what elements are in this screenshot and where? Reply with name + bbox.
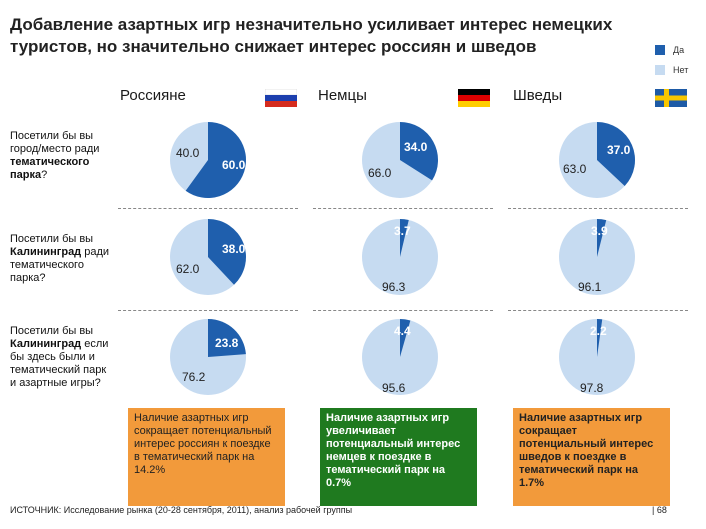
- pie-label-no-ru-1: 40.0: [176, 146, 200, 160]
- legend-label-no: Нет: [673, 65, 689, 75]
- page-title: Добавление азартных игр незначительно ус…: [10, 15, 613, 56]
- pie-slice-yes: [400, 219, 409, 257]
- pie-label-yes-ru-3: 23.8: [215, 336, 239, 350]
- pie-label-yes-se-3: 2.2: [590, 324, 607, 338]
- pie-slice-yes: [400, 122, 439, 181]
- pie-label-no-de-1: 66.0: [368, 166, 392, 180]
- conclusion-swedes: Наличие азартных игр сокращает потенциал…: [513, 408, 670, 506]
- legend-item-yes: Да: [655, 40, 688, 60]
- pie-label-no-de-2: 96.3: [382, 280, 406, 294]
- pie-slice-yes: [597, 319, 603, 357]
- pie-label-yes-ru-1: 60.0: [222, 158, 246, 172]
- question-row-3: Посетили бы вы Калининград если бы здесь…: [10, 325, 110, 390]
- question-row-3-pre: Посетили бы вы: [10, 325, 94, 337]
- pie-label-no-se-3: 97.8: [580, 381, 604, 395]
- pie-slice-yes: [597, 122, 635, 187]
- question-row-1-post: ?: [41, 169, 48, 181]
- column-header-germans: Немцы: [318, 87, 367, 104]
- pie-label-yes-ru-2: 38.0: [222, 242, 246, 256]
- pie-slice-yes: [208, 319, 246, 357]
- column-header-russians: Россияне: [120, 87, 186, 104]
- germany-flag-icon: [458, 89, 490, 107]
- pie-label-yes-se-2: 3.9: [591, 224, 608, 238]
- separator: [118, 310, 298, 311]
- question-row-2: Посетили бы вы Калининград ради тематиче…: [10, 233, 118, 285]
- legend: Да Нет: [655, 40, 688, 80]
- question-row-2-bold: Калининград: [10, 246, 82, 258]
- separator: [118, 208, 298, 209]
- question-row-1-pre: Посетили бы вы город/место ради: [10, 130, 100, 155]
- legend-item-no: Нет: [655, 60, 688, 80]
- page-number: | 68: [652, 505, 667, 515]
- separator: [313, 208, 493, 209]
- separator: [313, 310, 493, 311]
- sweden-flag-icon: [655, 89, 687, 107]
- russia-flag-icon: [265, 89, 297, 107]
- question-row-1-bold: тематического парка: [10, 156, 90, 181]
- pie-slice-yes: [208, 219, 246, 285]
- question-row-3-bold: Калининград: [10, 338, 82, 350]
- pie-slice-yes: [400, 319, 411, 357]
- conclusion-germans: Наличие азартных игр увеличивает потенци…: [320, 408, 477, 506]
- pie-slice-yes: [185, 122, 246, 198]
- conclusion-russians: Наличие азартных игр сокращает потенциал…: [128, 408, 285, 506]
- question-row-2-pre: Посетили бы вы: [10, 233, 94, 245]
- question-row-1: Посетили бы вы город/место ради тематиче…: [10, 130, 118, 182]
- column-header-swedes: Шведы: [513, 87, 563, 104]
- pie-slice-yes: [597, 219, 607, 257]
- separator: [508, 208, 688, 209]
- pie-label-no-de-3: 95.6: [382, 381, 406, 395]
- pie-label-no-ru-2: 62.0: [176, 262, 200, 276]
- source-note: ИСТОЧНИК: Исследование рынка (20-28 сент…: [10, 505, 353, 515]
- pie-label-yes-de-2: 3.7: [394, 224, 411, 238]
- pie-label-yes-de-3: 4.4: [394, 324, 411, 338]
- pie-label-no-se-1: 63.0: [563, 162, 587, 176]
- pie-label-no-se-2: 96.1: [578, 280, 602, 294]
- legend-swatch-yes: [655, 45, 665, 55]
- separator: [508, 310, 688, 311]
- legend-label-yes: Да: [673, 45, 685, 55]
- pie-label-yes-de-1: 34.0: [404, 140, 428, 154]
- question-row-3-post: если бы здесь были и тематический парк и…: [10, 338, 109, 389]
- pie-label-no-ru-3: 76.2: [182, 370, 206, 384]
- question-row-2-post: ради тематического парка?: [10, 246, 110, 284]
- pie-label-yes-se-1: 37.0: [607, 143, 631, 157]
- legend-swatch-no: [655, 65, 665, 75]
